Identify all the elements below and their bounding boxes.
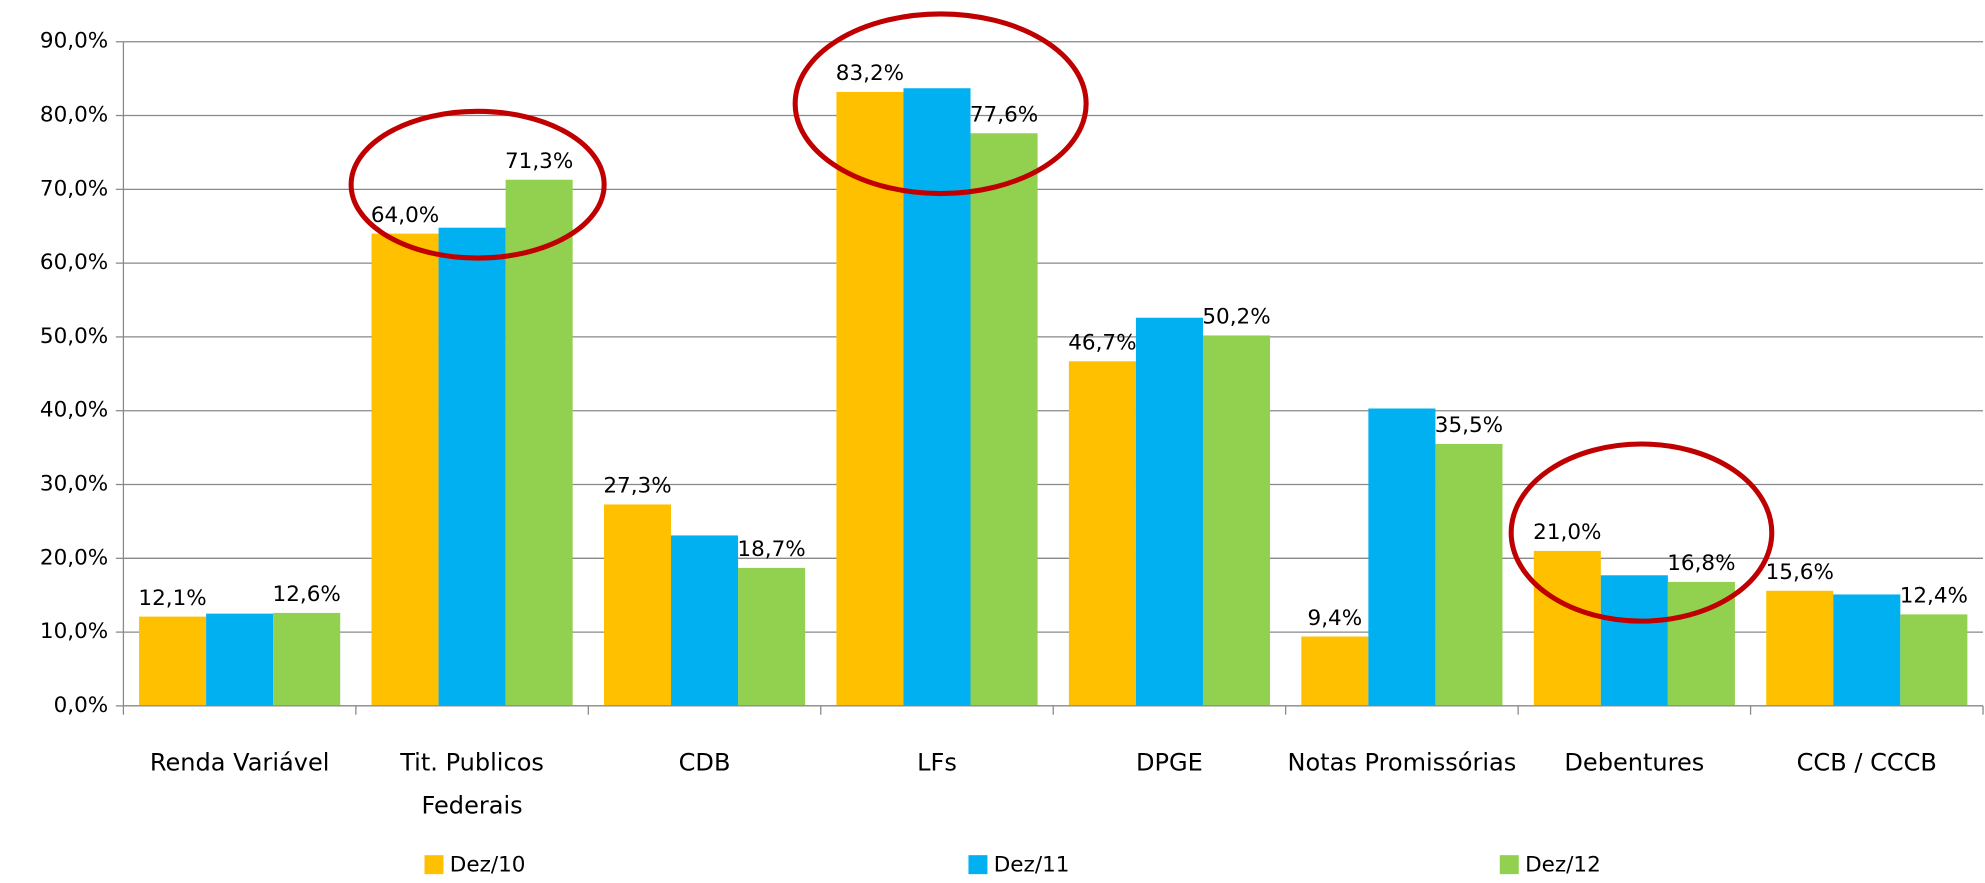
bar xyxy=(1900,614,1968,706)
data-label: 15,6% xyxy=(1766,560,1834,585)
bar xyxy=(1301,636,1369,706)
data-label: 77,6% xyxy=(970,103,1038,128)
legend-swatch xyxy=(968,855,988,875)
bar xyxy=(970,133,1038,706)
bar xyxy=(1766,590,1834,706)
bar xyxy=(903,88,971,706)
x-tick-label: CCB / CCCB xyxy=(1796,748,1937,777)
data-label: 71,3% xyxy=(505,149,573,174)
x-tick-label-box: Debentures xyxy=(1564,748,1705,777)
x-tick-label-box: CCB / CCCB xyxy=(1796,748,1937,777)
bar xyxy=(273,612,341,706)
bar xyxy=(206,613,274,706)
x-tick-label: Notas Promissórias xyxy=(1287,748,1517,777)
highlight-circle xyxy=(792,11,1089,197)
bar xyxy=(1135,317,1203,706)
data-label: 12,6% xyxy=(273,582,341,607)
y-tick-label: 90,0% xyxy=(40,29,108,54)
legend-label: Dez/11 xyxy=(994,852,1070,877)
y-tick-label: 40,0% xyxy=(40,398,108,423)
x-tick-label-box: LFs xyxy=(917,748,957,777)
y-tick-label: 50,0% xyxy=(40,324,108,349)
x-tick-label: DPGE xyxy=(1136,748,1203,777)
legend-swatch xyxy=(424,855,444,875)
highlight-circle xyxy=(348,108,607,261)
x-tick-label: Renda Variável xyxy=(149,748,330,777)
legend-label: Dez/12 xyxy=(1525,852,1601,877)
x-tick-label-box: DPGE xyxy=(1136,748,1203,777)
data-label: 46,7% xyxy=(1068,331,1136,356)
bar xyxy=(438,227,506,706)
bar xyxy=(1202,335,1271,706)
bar xyxy=(505,179,573,706)
bar xyxy=(1533,550,1601,706)
data-label: 21,0% xyxy=(1533,520,1601,545)
bar xyxy=(139,616,207,706)
x-tick-label-box: Tit. Publicos Federais xyxy=(400,748,544,820)
legend-label: Dez/10 xyxy=(450,852,526,877)
bar xyxy=(836,91,904,706)
x-tick-label-box: Notas Promissórias xyxy=(1287,748,1517,777)
y-tick-label: 0,0% xyxy=(54,693,109,718)
bar xyxy=(1368,408,1436,706)
bar xyxy=(1068,361,1136,706)
y-tick-label: 60,0% xyxy=(40,250,108,275)
x-tick-label-box: CDB xyxy=(678,748,731,777)
y-tick-label: 10,0% xyxy=(40,619,108,644)
bar xyxy=(671,535,739,706)
y-tick-label: 80,0% xyxy=(40,103,108,128)
x-tick-label: Debentures xyxy=(1564,748,1705,777)
highlight-circles xyxy=(348,11,1775,624)
data-label: 50,2% xyxy=(1202,305,1270,330)
bar xyxy=(1600,575,1668,706)
y-tick-label: 70,0% xyxy=(40,176,108,201)
data-label: 12,1% xyxy=(138,586,206,611)
data-label: 27,3% xyxy=(603,474,671,499)
bar xyxy=(738,567,806,706)
bar xyxy=(1833,594,1901,706)
data-label: 12,4% xyxy=(1900,584,1968,609)
legend-swatch xyxy=(1499,855,1519,875)
data-label: 64,0% xyxy=(371,203,439,228)
bar xyxy=(371,233,439,706)
y-tick-label: 20,0% xyxy=(40,545,108,570)
x-tick-label-box: Renda Variável xyxy=(149,748,330,777)
data-label: 83,2% xyxy=(836,61,904,86)
x-tick-label: LFs xyxy=(917,748,957,777)
y-tick-label: 30,0% xyxy=(40,472,108,497)
data-label: 16,8% xyxy=(1667,551,1735,576)
data-label: 18,7% xyxy=(737,537,805,562)
data-label: 9,4% xyxy=(1308,606,1363,631)
bar xyxy=(1435,443,1503,706)
highlight-circle xyxy=(1508,441,1775,624)
x-tick-label: Tit. Publicos Federais xyxy=(400,748,544,820)
data-label: 35,5% xyxy=(1435,413,1503,438)
x-tick-label: CDB xyxy=(678,748,731,777)
bar xyxy=(603,504,672,706)
